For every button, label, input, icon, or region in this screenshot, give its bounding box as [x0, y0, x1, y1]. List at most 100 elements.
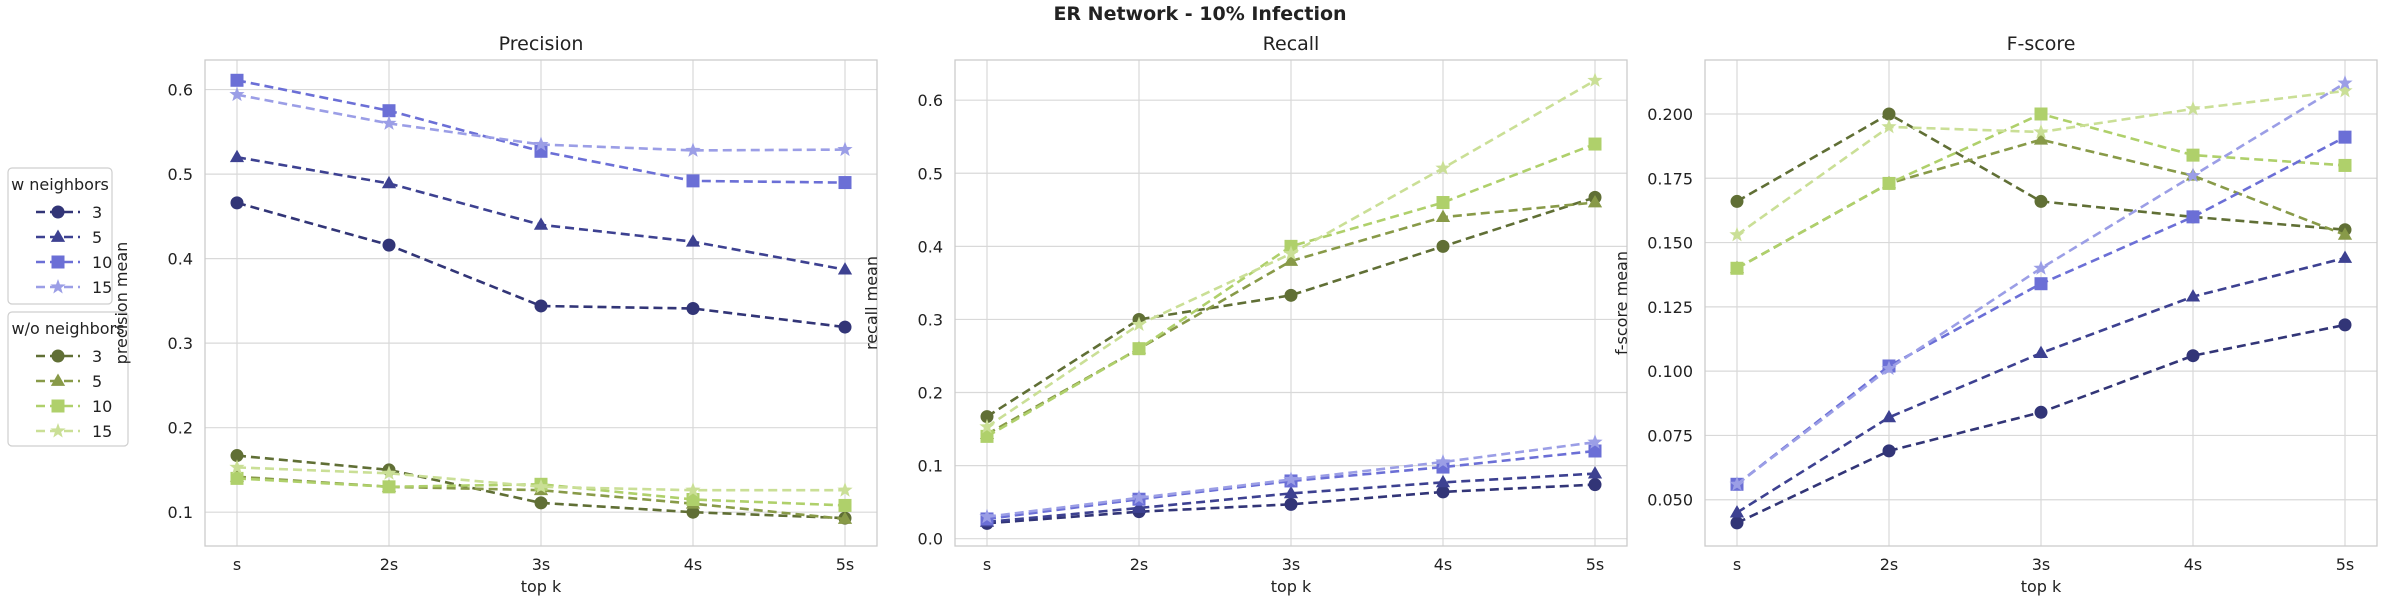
legend-title: w/o neighbors — [12, 319, 125, 338]
data-point — [1882, 444, 1896, 458]
y-axis-label: precision mean — [112, 242, 131, 365]
legend-label: 3 — [92, 347, 102, 366]
y-tick-label: 0.3 — [168, 334, 193, 353]
data-point — [2033, 345, 2049, 359]
series-w-5 — [1729, 250, 2353, 518]
data-point — [837, 141, 853, 157]
data-point — [838, 498, 852, 512]
x-tick-label: 5s — [836, 555, 855, 574]
data-point — [1435, 474, 1451, 488]
data-point — [1730, 194, 1744, 208]
series-w-5 — [229, 149, 853, 275]
legend-marker — [50, 423, 66, 438]
data-point — [2034, 194, 2048, 208]
data-point — [685, 482, 701, 497]
data-point — [2033, 132, 2049, 145]
data-point — [2338, 158, 2352, 172]
legend-frame — [7, 311, 129, 447]
legend-marker — [51, 349, 65, 363]
y-tick-label: 0.2 — [168, 419, 193, 438]
series-line — [986, 472, 1596, 524]
data-point — [979, 508, 995, 524]
data-point — [1588, 478, 1602, 492]
data-point — [381, 115, 397, 130]
legend-marker — [50, 229, 66, 242]
data-point — [1730, 516, 1744, 530]
x-tick-label: 2s — [1130, 555, 1149, 574]
data-point — [1881, 360, 1897, 376]
data-point — [2185, 167, 2201, 183]
series-w-15 — [979, 434, 1603, 524]
x-tick-label: s — [233, 555, 241, 574]
legend-label: 10 — [92, 253, 112, 272]
data-point — [1588, 137, 1602, 151]
series-line — [986, 440, 1596, 519]
data-point — [838, 320, 852, 334]
legend-label: 15 — [92, 422, 112, 441]
data-point — [686, 301, 700, 315]
legend-marker — [50, 373, 66, 386]
y-tick-label: 0.6 — [918, 91, 943, 110]
plot-frame — [954, 59, 1628, 547]
data-point — [1588, 444, 1602, 458]
y-tick-label: 0.125 — [1647, 298, 1693, 317]
series-wo-15 — [229, 459, 853, 497]
data-point — [2186, 148, 2200, 162]
x-tick-label: 2s — [1880, 555, 1899, 574]
series-line — [986, 196, 1596, 418]
legend-label: 15 — [92, 278, 112, 297]
data-point — [837, 482, 853, 497]
data-point — [229, 459, 245, 474]
data-point — [534, 496, 548, 510]
data-point — [1283, 253, 1299, 266]
x-tick-label: 4s — [1434, 555, 1453, 574]
data-point — [2186, 349, 2200, 363]
data-point — [229, 86, 245, 102]
series-wo-15 — [1729, 82, 2353, 242]
y-tick-label: 0.2 — [918, 384, 943, 403]
y-tick-label: 0.3 — [918, 310, 943, 329]
data-point — [230, 449, 244, 463]
y-tick-label: 0.5 — [918, 164, 943, 183]
data-point — [382, 480, 396, 494]
legend-title: w neighbors — [11, 175, 109, 194]
y-tick-label: 0.1 — [918, 457, 943, 476]
series-w-3 — [230, 196, 852, 334]
data-point — [1283, 471, 1299, 486]
data-point — [2337, 227, 2353, 240]
data-point — [838, 176, 852, 190]
series-w-5 — [979, 466, 1603, 527]
series-w-3 — [1730, 318, 2352, 530]
legend-label: 10 — [92, 397, 112, 416]
chart-panels: 0.1 0.2 0.3 0.4 0.5 0.6 s 2s 3s 4s 5s Precision top … — [112, 33, 2378, 596]
legend-label: 5 — [92, 228, 102, 247]
data-point — [2033, 124, 2049, 139]
data-point — [686, 174, 700, 188]
y-tick-label: 0.175 — [1647, 169, 1693, 188]
x-tick-label: s — [1733, 555, 1741, 574]
legend: w neighbors 3 5 10 15 w/o neighbors 3 5 10 15 — [7, 167, 129, 447]
data-point — [979, 418, 995, 434]
y-tick-label: 0.200 — [1647, 105, 1693, 124]
data-point — [1131, 316, 1147, 332]
data-point — [533, 478, 549, 494]
data-point — [1729, 476, 1745, 491]
data-point — [230, 471, 244, 485]
legend-marker — [51, 205, 65, 219]
legend-marker — [50, 279, 66, 294]
series-line — [986, 449, 1596, 521]
x-tick-label: 4s — [2184, 555, 2203, 574]
data-point — [1435, 453, 1451, 469]
data-point — [1436, 485, 1450, 499]
data-point — [382, 104, 396, 118]
y-tick-label: 0.4 — [168, 250, 193, 269]
y-axis-label: f-score mean — [1612, 251, 1631, 355]
series-w-15 — [229, 86, 853, 157]
x-tick-label: 3s — [1282, 555, 1301, 574]
x-tick-label: 5s — [1586, 555, 1605, 574]
plot-frame — [1704, 59, 2378, 547]
y-tick-label: 0.050 — [1647, 491, 1693, 510]
x-axis-label: top k — [521, 577, 562, 596]
data-point — [685, 142, 701, 157]
x-axis-label: top k — [1271, 577, 1312, 596]
